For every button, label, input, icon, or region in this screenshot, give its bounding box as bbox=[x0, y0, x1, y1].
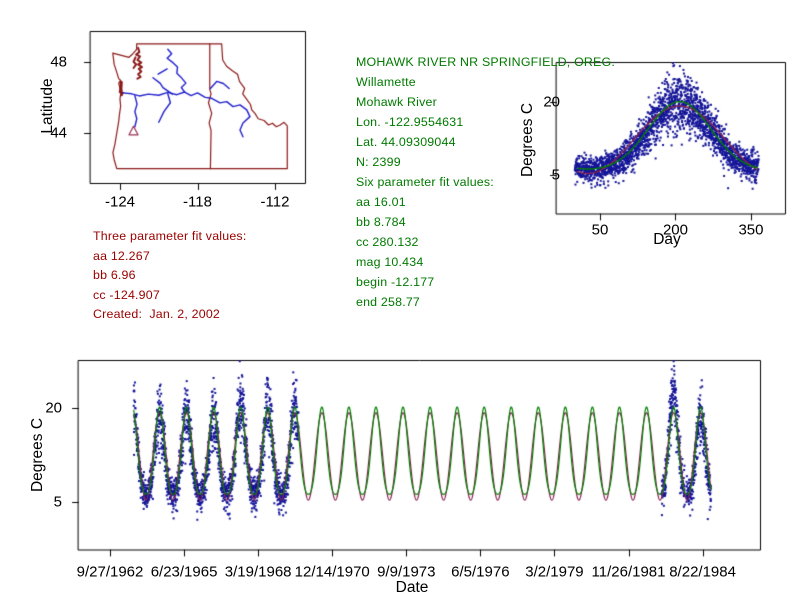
plot-title: MOHAWK RIVER NR SPRINGFIELD, OREG. bbox=[356, 55, 615, 69]
tick-label: 50 bbox=[591, 221, 609, 239]
longitude-value: Lon. -122.9554631 bbox=[356, 115, 464, 129]
tick-label: 20 bbox=[45, 399, 62, 417]
three-param-aa: aa 12.267 bbox=[93, 248, 150, 263]
tick-label: 5 bbox=[551, 166, 560, 184]
three-param-cc: cc -124.907 bbox=[93, 287, 160, 302]
tick-label: 3/2/1979 bbox=[525, 563, 584, 581]
tick-label: -124 bbox=[104, 193, 136, 211]
tick-label: -118 bbox=[183, 193, 212, 211]
day-plot-x-axis-label: Day bbox=[653, 231, 681, 248]
timeseries-y-axis-label: Degrees C bbox=[29, 417, 46, 493]
observation-count: N: 2399 bbox=[356, 155, 401, 169]
station-annotation-block: MOHAWK RIVER NR SPRINGFIELD, OREG. Willa… bbox=[356, 52, 615, 312]
six-param-begin: begin -12.177 bbox=[356, 275, 435, 289]
tick-label: -112 bbox=[260, 193, 290, 211]
tick-label: 48 bbox=[50, 53, 67, 71]
tick-label: 8/22/1984 bbox=[669, 563, 736, 581]
tick-label: 20 bbox=[543, 93, 560, 111]
tick-label: 200 bbox=[662, 221, 688, 239]
tick-label: 11/26/1981 bbox=[591, 563, 666, 581]
tick-label: 5 bbox=[53, 493, 62, 511]
tick-label: 6/23/1965 bbox=[150, 563, 218, 581]
tick-label: 6/5/1976 bbox=[451, 563, 510, 581]
created-date: Created: Jan. 2, 2002 bbox=[93, 307, 221, 321]
six-param-mag: mag 10.434 bbox=[356, 255, 424, 269]
latitude-value: Lat. 44.09309044 bbox=[356, 135, 456, 149]
tick-label: 12/14/1970 bbox=[294, 563, 370, 581]
basin-name: Willamette bbox=[356, 75, 416, 89]
three-param-annotation-block: Three parameter fit values: aa 12.267 bb… bbox=[93, 227, 246, 325]
six-param-aa: aa 16.01 bbox=[356, 195, 406, 209]
six-param-cc: cc 280.132 bbox=[356, 235, 419, 249]
three-param-header: Three parameter fit values: bbox=[93, 229, 247, 243]
tick-label: 3/19/1968 bbox=[224, 563, 292, 581]
timeseries-x-axis-label: Date bbox=[395, 579, 429, 596]
tick-label: 9/9/1973 bbox=[377, 563, 436, 581]
tick-label: 9/27/1962 bbox=[76, 563, 144, 581]
tick-label: 350 bbox=[738, 221, 764, 239]
tick-label: 44 bbox=[50, 124, 67, 142]
six-param-bb: bb 8.784 bbox=[356, 215, 406, 229]
three-param-bb: bb 6.96 bbox=[93, 268, 136, 282]
six-param-end: end 258.77 bbox=[356, 295, 421, 309]
six-param-header: Six parameter fit values: bbox=[356, 175, 494, 189]
river-name: Mohawk River bbox=[356, 95, 437, 109]
